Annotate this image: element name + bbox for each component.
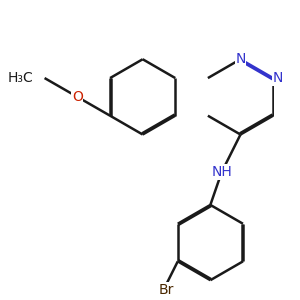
Text: N: N <box>272 71 283 85</box>
Text: Br: Br <box>159 283 174 297</box>
Text: H₃C: H₃C <box>8 71 33 85</box>
Text: N: N <box>235 52 246 66</box>
Text: O: O <box>72 90 83 104</box>
Text: NH: NH <box>211 165 232 179</box>
